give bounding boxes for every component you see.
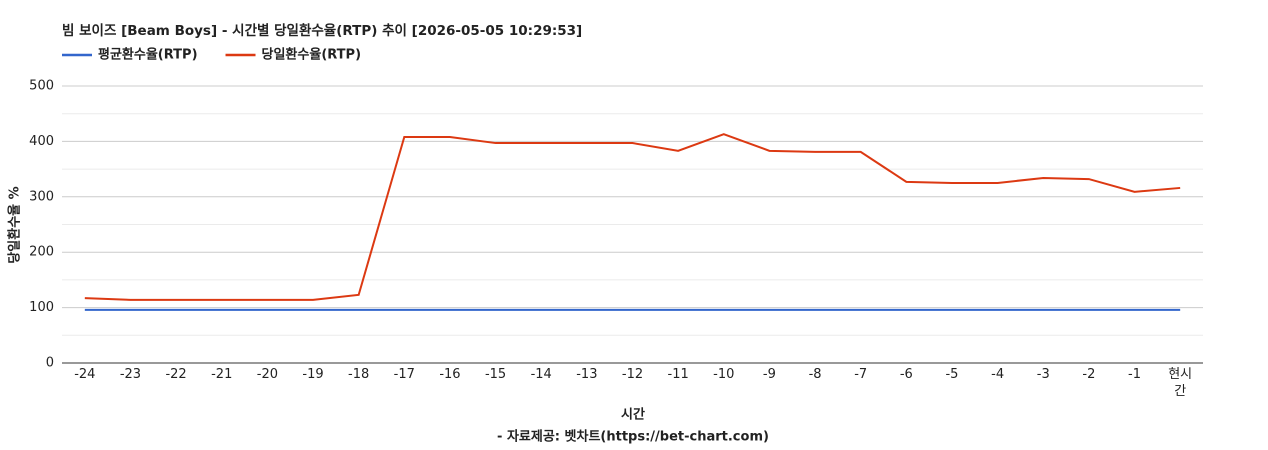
x-tick-label: -5 <box>945 367 959 382</box>
x-tick-label: -24 <box>74 367 96 382</box>
x-tick-label: 현시간 <box>1168 367 1193 399</box>
y-tick-label: 500 <box>29 79 54 94</box>
chart-title: 빔 보이즈 [Beam Boys] - 시간별 당일환수율(RTP) 추이 [2… <box>62 22 582 39</box>
series-line <box>84 133 1181 301</box>
x-tick-label: -4 <box>991 367 1005 382</box>
x-tick-label: -2 <box>1082 367 1096 382</box>
x-tick-label: -14 <box>530 367 552 382</box>
x-tick-label: -12 <box>621 367 644 382</box>
x-tick-label: -18 <box>348 367 370 382</box>
y-tick-label: 100 <box>29 300 54 315</box>
source-note: - 자료제공: 벳차트(https://bet-chart.com) <box>497 429 769 445</box>
x-tick-label: -3 <box>1036 367 1050 382</box>
x-tick-label: -19 <box>302 367 324 382</box>
x-tick-label: -10 <box>713 367 735 382</box>
y-tick-label: 400 <box>29 134 54 149</box>
x-tick-label: -15 <box>484 367 507 382</box>
x-tick-label: -8 <box>808 367 822 382</box>
y-tick-label: 200 <box>29 245 54 260</box>
x-axis-label: 시간 <box>621 407 645 423</box>
x-tick-label: -21 <box>211 367 233 382</box>
x-tick-label: -1 <box>1128 367 1142 382</box>
y-tick-label: 300 <box>29 189 54 204</box>
x-tick-label: -17 <box>393 367 415 382</box>
y-tick-label: 0 <box>46 356 54 371</box>
legend-label: 당일환수율(RTP) <box>262 47 362 63</box>
x-tick-label: -6 <box>899 367 913 382</box>
x-tick-label: -20 <box>256 367 278 382</box>
x-tick-label: -7 <box>854 367 868 382</box>
x-tick-label: -13 <box>576 367 598 382</box>
x-tick-label: -9 <box>762 367 776 382</box>
x-tick-label: -11 <box>667 367 689 382</box>
x-tick-label: -22 <box>165 367 187 382</box>
x-tick-label: -23 <box>119 367 142 382</box>
legend-label: 평균환수율(RTP) <box>98 47 198 63</box>
y-axis-label: 당일환수율 % <box>7 186 23 263</box>
x-tick-label: -16 <box>439 367 461 382</box>
